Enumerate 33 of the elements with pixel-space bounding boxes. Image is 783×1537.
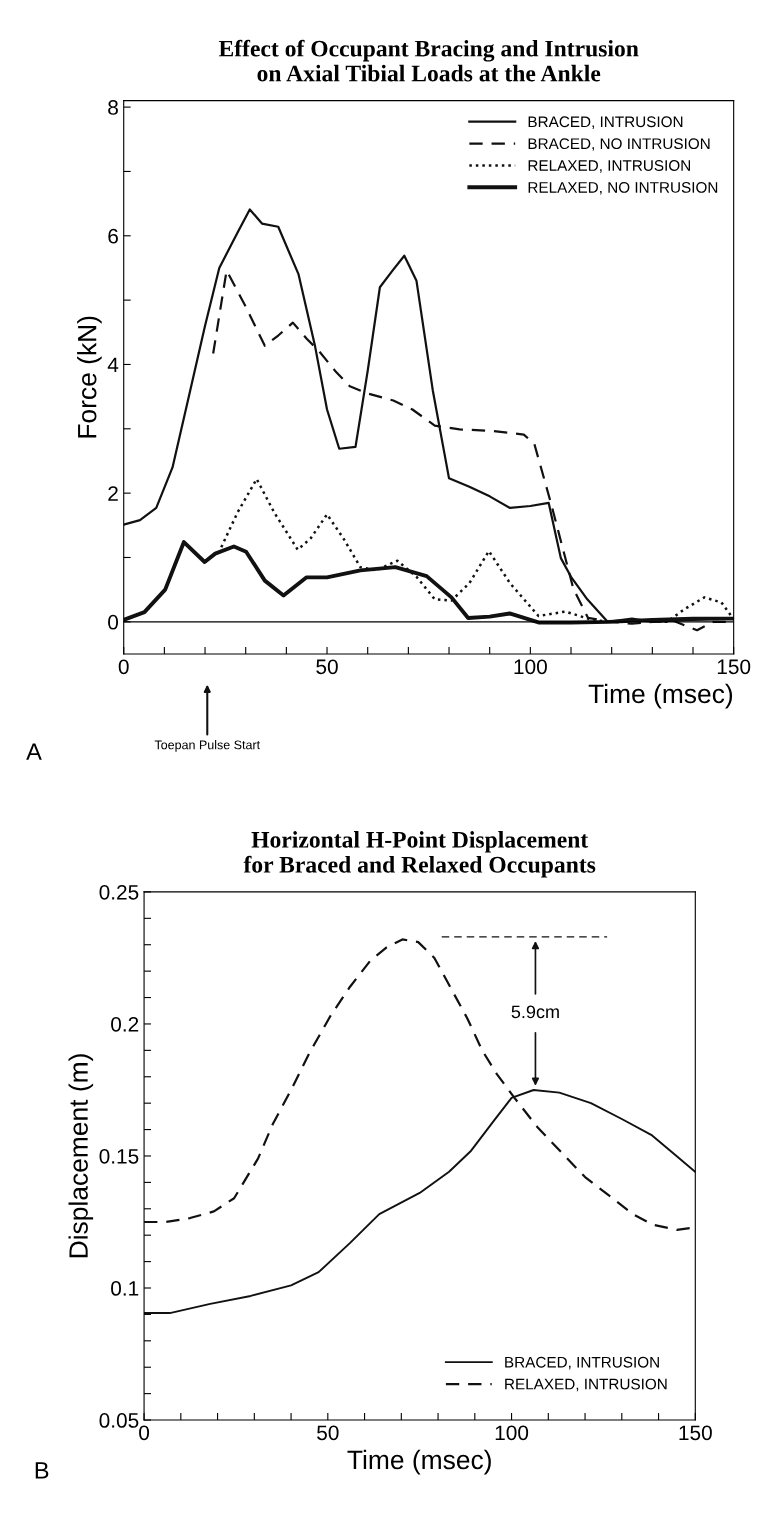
legend-label: RELAXED, NO INTRUSION — [528, 182, 718, 195]
x-tick-label: 0 — [139, 1425, 150, 1441]
chart-title: Horizontal H-Point Displacement for Braced and Relaxed Occupants — [243, 831, 596, 878]
x-axis-title: Time (msec) — [347, 1449, 491, 1475]
x-tick-label: 150 — [717, 659, 751, 675]
x-tick-label: 100 — [495, 1425, 529, 1441]
y-tick-label: 4 — [107, 357, 119, 373]
legend-label: RELAXED, INTRUSION — [528, 160, 690, 173]
legend-label: BRACED, INTRUSION — [505, 1356, 659, 1370]
y-tick-label: 0.15 — [99, 1148, 139, 1164]
y-tick-label: 0.05 — [99, 1413, 139, 1428]
x-tick-label: 100 — [514, 659, 547, 675]
annotation: 5.9cm — [511, 1005, 559, 1019]
y-tick-label: 0.2 — [111, 1016, 139, 1032]
text: A — [26, 743, 42, 760]
y-tick-label: 2 — [108, 486, 118, 501]
text: Toepan Pulse Start — [154, 740, 260, 752]
y-tick-label: 0 — [108, 614, 119, 630]
x-tick-label: 50 — [316, 659, 338, 675]
y-axis-title: Displacement (m) — [68, 1054, 94, 1258]
x-tick-label: 150 — [679, 1425, 712, 1441]
legend-label: BRACED, INTRUSION — [528, 116, 683, 129]
y-tick-label: 8 — [108, 100, 118, 115]
x-tick-label: 50 — [317, 1425, 339, 1441]
chart-title: Effect of Occupant Bracing and Intrusion on Axial Tibial Loads at the Ankle — [218, 39, 639, 82]
y-tick-label: 0.1 — [111, 1281, 139, 1296]
legend-label: RELAXED, INTRUSION — [505, 1378, 667, 1392]
text: B — [35, 1462, 49, 1479]
y-tick-label: 0.25 — [99, 884, 139, 900]
y-axis-title: Force (kN) — [77, 316, 102, 438]
x-axis-title: Time (msec) — [588, 683, 733, 709]
legend-label: BRACED, NO INTRUSION — [528, 138, 710, 151]
y-tick-label: 6 — [108, 228, 118, 244]
